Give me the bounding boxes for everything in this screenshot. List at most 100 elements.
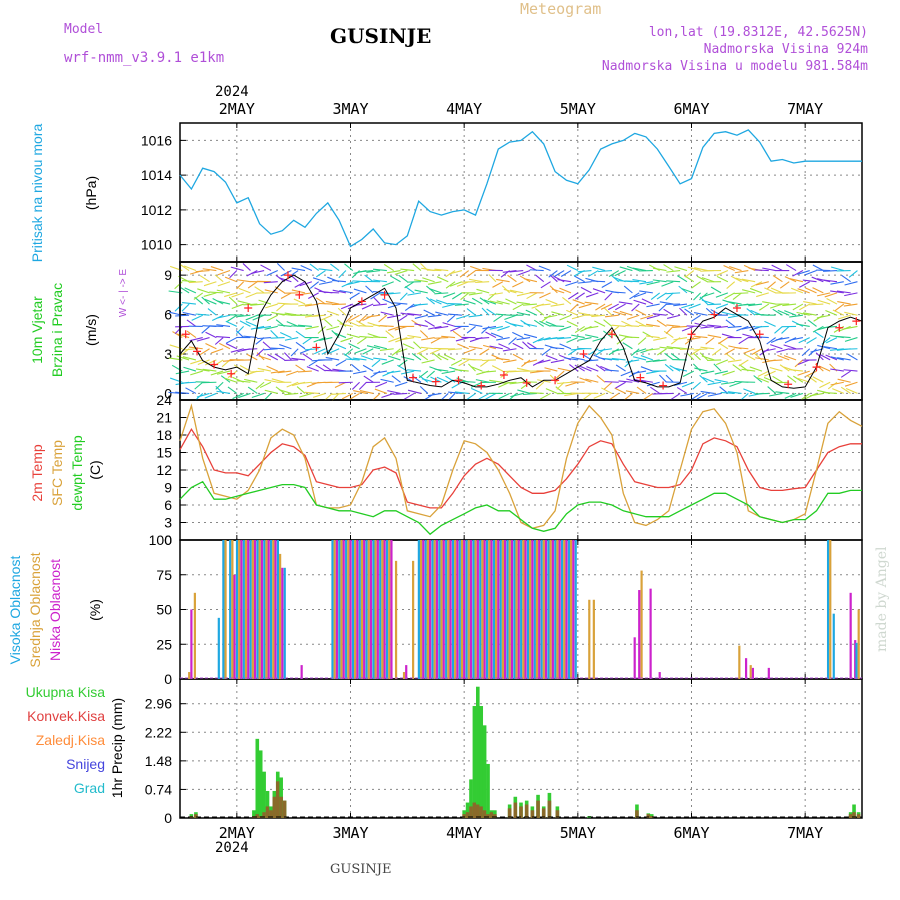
- wind-arrow: [196, 392, 210, 398]
- wind-arrow: [716, 359, 729, 366]
- panel-frame: [179, 122, 863, 263]
- wind-arrow: [300, 264, 313, 272]
- wind-arrow: [475, 337, 490, 340]
- precip-conv-bar: [275, 781, 280, 818]
- wind-arrow: [246, 353, 258, 361]
- wind-arrow: [571, 334, 585, 339]
- wind-arrow: [344, 263, 354, 271]
- wind-arrow: [718, 342, 729, 350]
- wind-arrow: [740, 393, 749, 401]
- wind-arrow: [646, 303, 660, 308]
- model-name: wrf-nmm_v3.9.1 e1km: [64, 50, 225, 66]
- wind-arrow: [656, 292, 667, 300]
- wind-arrow: [378, 314, 388, 323]
- wind-arrow: [470, 265, 483, 272]
- cloud-bar: [272, 540, 275, 679]
- wind-arrow: [650, 292, 661, 300]
- wind-arrow: [224, 276, 238, 283]
- wind-arrow: [843, 303, 858, 307]
- wind-arrow: [680, 392, 694, 397]
- wind-arrow: [525, 309, 538, 316]
- wind-arrow: [495, 357, 510, 361]
- cloud-bar: [440, 540, 443, 679]
- wind-arrow: [363, 375, 374, 383]
- wind-arrow: [216, 370, 231, 375]
- wind-arrow: [498, 392, 510, 400]
- wind-arrow: [614, 387, 626, 394]
- wind-arrow: [294, 281, 306, 288]
- wind-arrow: [826, 297, 838, 305]
- wind-arrow: [394, 325, 408, 331]
- wind-arrow: [366, 269, 381, 273]
- precip-total-bar: [852, 804, 856, 818]
- wind-arrow: [326, 310, 340, 316]
- cloud-bar: [242, 540, 245, 679]
- wind-arrow: [362, 364, 374, 372]
- wind-arrow: [527, 342, 538, 350]
- precip-conv-bar: [848, 814, 853, 818]
- wind-arrow: [516, 292, 531, 297]
- cloud-bar: [535, 540, 539, 679]
- wind-arrow: [664, 352, 674, 361]
- wind-arrow: [584, 325, 599, 330]
- wind-arrow: [632, 279, 647, 283]
- wind-arrow: [757, 370, 770, 377]
- cloud-bar: [855, 642, 858, 679]
- wind-arrow: [844, 292, 858, 297]
- wind-arrow: [729, 265, 742, 272]
- wind-arrow: [640, 355, 654, 361]
- wind-arrow: [844, 281, 858, 286]
- cloud-bar: [388, 540, 391, 679]
- wind-arrow: [264, 289, 278, 294]
- wind-arrow: [522, 381, 537, 383]
- gust-marker: [710, 310, 719, 319]
- cloud-bar: [365, 540, 368, 679]
- wind-arrow: [779, 364, 790, 372]
- meteogram-label: Meteogram: [520, 0, 602, 18]
- wind-arrow: [753, 375, 763, 383]
- cloud-bar: [506, 540, 509, 679]
- cloud-bar: [424, 540, 427, 679]
- wind-arrow: [179, 286, 190, 294]
- wind-arrow: [271, 378, 285, 383]
- wind-arrow: [286, 381, 299, 388]
- wind-arrow: [204, 392, 217, 399]
- precip-total-bar: [255, 738, 260, 818]
- wind-arrow: [413, 341, 422, 350]
- wind-arrow: [199, 275, 210, 283]
- wind-arrow: [418, 353, 429, 361]
- wind-arrow: [676, 386, 688, 394]
- wind-arrow: [663, 308, 674, 316]
- credit-text: made by Angel: [874, 546, 890, 653]
- wind-arrow: [516, 367, 531, 372]
- y-tick-label: 3: [164, 346, 172, 362]
- wind-arrow: [401, 356, 415, 361]
- wind-arrow: [661, 281, 674, 287]
- x-tick-label-top: 4MAY: [446, 100, 482, 118]
- wind-arrow: [197, 288, 210, 294]
- gust-marker: [607, 330, 616, 339]
- wind-arrow: [526, 292, 538, 300]
- wind-arrow: [175, 391, 190, 394]
- wind-arrow: [205, 342, 217, 350]
- cloud-bar: [490, 540, 493, 679]
- wind-arrow: [559, 314, 572, 321]
- wind-arrow: [692, 381, 701, 390]
- wind-arrow: [274, 286, 285, 294]
- wind-arrow: [609, 392, 620, 401]
- wind-arrow: [210, 266, 224, 272]
- wind-arrow: [442, 322, 456, 327]
- wind-arrow: [447, 348, 462, 351]
- wind-arrow: [848, 270, 858, 278]
- wind-arrow: [463, 299, 476, 305]
- wind-arrow: [449, 281, 463, 287]
- wind-arrow: [500, 370, 510, 378]
- wind-arrow: [584, 301, 599, 305]
- wind-arrow: [252, 314, 265, 321]
- wind-arrow: [373, 344, 388, 350]
- wind-arrow: [837, 378, 851, 383]
- wind-arrow: [319, 337, 333, 341]
- wind-arrow: [195, 313, 210, 316]
- wind-arrow: [334, 343, 347, 350]
- wind-arrow: [807, 319, 817, 327]
